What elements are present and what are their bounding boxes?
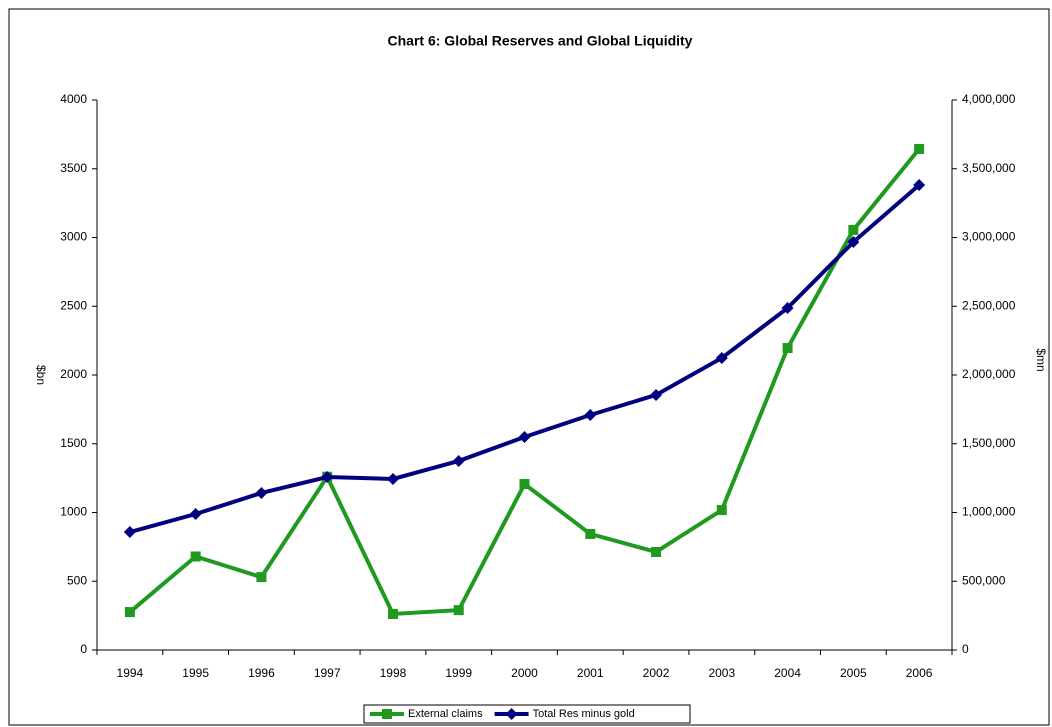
marker bbox=[913, 178, 926, 191]
x-tick-label: 2002 bbox=[643, 666, 670, 680]
marker bbox=[123, 526, 136, 539]
y-tick-label: 2500 bbox=[60, 298, 87, 312]
marker bbox=[651, 546, 662, 557]
marker bbox=[782, 343, 793, 354]
marker bbox=[518, 431, 531, 444]
marker bbox=[519, 479, 530, 490]
x-tick-label: 1994 bbox=[117, 666, 144, 680]
x-tick-label: 1997 bbox=[314, 666, 341, 680]
marker bbox=[321, 471, 334, 484]
y2-tick-label: 0 bbox=[962, 642, 969, 656]
marker bbox=[847, 236, 860, 249]
marker bbox=[715, 351, 728, 364]
legend-label: External claims bbox=[408, 708, 483, 720]
y2-tick-label: 1,000,000 bbox=[962, 505, 1016, 519]
y2-tick-label: 4,000,000 bbox=[962, 92, 1016, 106]
y2-tick-label: 3,500,000 bbox=[962, 161, 1016, 175]
x-tick-label: 2000 bbox=[511, 666, 538, 680]
marker bbox=[256, 572, 267, 583]
x-tick-label: 1999 bbox=[445, 666, 472, 680]
legend-label: Total Res minus gold bbox=[533, 708, 635, 720]
marker bbox=[848, 224, 859, 235]
y-tick-label: 4000 bbox=[60, 92, 87, 106]
marker bbox=[387, 608, 398, 619]
y-tick-label: 1000 bbox=[60, 505, 87, 519]
y-tick-label: 500 bbox=[67, 573, 87, 587]
marker bbox=[584, 409, 597, 422]
y-tick-label: 3500 bbox=[60, 161, 87, 175]
y-tick-label: 2000 bbox=[60, 367, 87, 381]
x-tick-label: 2003 bbox=[708, 666, 735, 680]
y-tick-label: 3000 bbox=[60, 230, 87, 244]
marker bbox=[190, 551, 201, 562]
marker bbox=[781, 302, 794, 315]
x-tick-label: 2006 bbox=[906, 666, 933, 680]
marker bbox=[585, 528, 596, 539]
y-tick-label: 0 bbox=[80, 642, 87, 656]
marker bbox=[716, 505, 727, 516]
marker bbox=[124, 607, 135, 618]
y-axis-label: $bn bbox=[34, 365, 48, 385]
y-tick-label: 1500 bbox=[60, 436, 87, 450]
marker bbox=[453, 605, 464, 616]
y2-tick-label: 3,000,000 bbox=[962, 230, 1016, 244]
marker bbox=[189, 508, 202, 521]
marker bbox=[255, 486, 268, 499]
y2-tick-label: 1,500,000 bbox=[962, 436, 1016, 450]
chart-title: Chart 6: Global Reserves and Global Liqu… bbox=[388, 33, 693, 49]
x-tick-label: 1998 bbox=[380, 666, 407, 680]
y2-tick-label: 2,500,000 bbox=[962, 298, 1016, 312]
x-tick-label: 2004 bbox=[774, 666, 801, 680]
chart-frame bbox=[8, 8, 1050, 726]
x-tick-label: 2001 bbox=[577, 666, 604, 680]
x-tick-label: 1995 bbox=[182, 666, 209, 680]
x-tick-label: 1996 bbox=[248, 666, 275, 680]
marker bbox=[382, 709, 392, 719]
y2-axis-label: $mn bbox=[1034, 348, 1048, 371]
x-tick-label: 2005 bbox=[840, 666, 867, 680]
marker bbox=[386, 472, 399, 485]
y2-tick-label: 2,000,000 bbox=[962, 367, 1016, 381]
marker bbox=[914, 143, 925, 154]
y2-tick-label: 500,000 bbox=[962, 573, 1006, 587]
marker bbox=[452, 454, 465, 467]
marker bbox=[650, 388, 663, 401]
marker bbox=[505, 708, 518, 720]
